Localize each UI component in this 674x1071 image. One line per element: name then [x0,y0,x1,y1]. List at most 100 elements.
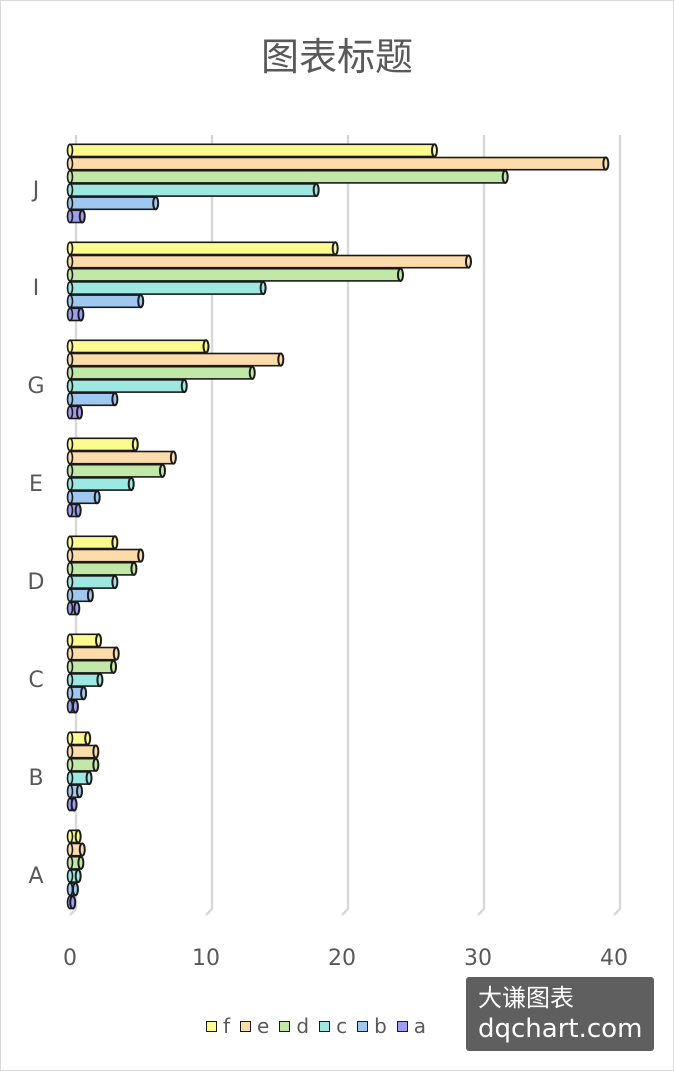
y-tick-label: J [31,178,40,203]
bar-cap-start [66,588,74,603]
bar-cap-start [66,477,74,491]
bar-cap-end [331,241,339,256]
bar-cap-end [180,378,188,394]
bar-cap-start [66,633,74,648]
bar-cap-start [66,855,74,870]
legend-label: c [336,1014,348,1038]
bar [69,183,317,197]
bar-cap-end [112,646,120,661]
bar [69,757,97,772]
bar-cap-start [66,646,74,661]
bar-cap-end [93,490,101,505]
bar-cap-end [84,731,92,746]
bar-cap-start [66,699,74,714]
bar-cap-end [131,437,139,452]
bar-cap-end [158,463,166,478]
bar [69,379,186,393]
bar-cap-start [66,307,74,322]
bar [69,744,97,759]
bar-cap-end [78,842,86,857]
bar-cap-start [66,463,74,478]
bar-cap-end [312,182,320,198]
bar [69,392,116,407]
legend-item: d [279,1014,309,1038]
y-tick-label: D [28,570,45,595]
legend-label: d [296,1014,310,1038]
bar-cap-end [602,156,610,171]
bar [69,490,99,505]
legend-item: a [396,1014,427,1038]
bar-cap-start [66,196,74,211]
bar-cap-end [137,294,145,309]
legend-swatch [279,1020,291,1032]
bar-cap-end [70,797,78,812]
bar-cap-end [259,280,267,296]
x-tick-label: 30 [464,946,492,971]
legend-swatch [319,1020,331,1032]
bar-cap-start [66,575,74,589]
bar-cap-end [396,267,404,282]
bar-cap-end [74,829,82,844]
bar-cap-end [202,339,210,354]
bar-cap-start [66,183,74,197]
legend-label: b [374,1014,387,1038]
y-tick-label: E [29,472,43,497]
bar [69,352,282,367]
bar-cap-end [137,548,145,563]
bar [69,659,115,674]
bar-cap-start [66,771,74,785]
bar [69,254,470,269]
bar-cap-start [66,490,74,505]
bar [69,267,402,282]
y-tick-label: B [28,766,43,791]
bar-cap-end [73,601,81,616]
bar-cap-end [78,209,86,224]
bar-cap-end [85,770,93,786]
bar [69,561,135,576]
bar-cap-end [74,868,82,884]
bar-cap-start [66,379,74,393]
gridline-foot [477,908,485,916]
legend-swatch [206,1020,217,1032]
legend-item: c [319,1014,347,1038]
bar-cap-start [66,686,74,701]
y-tick-label: C [28,668,43,693]
bar-cap-start [66,842,74,857]
bar-cap-start [66,281,74,295]
chart-title: 图表标题 [260,35,413,79]
bar-cap-end [96,672,104,688]
x-tick-label: 20 [328,946,356,971]
bar-cap-start [66,535,74,550]
x-tick-label: 40 [600,946,628,971]
bar-cap-start [66,267,74,282]
bar-cap-start [66,829,74,844]
gridline-foot [613,908,621,916]
bar-cap-start [66,365,74,380]
legend-item: e [240,1014,269,1038]
bar-cap-start [66,548,74,563]
bar-cap-start [66,405,74,420]
legend-swatch [357,1020,369,1032]
bar-cap-end [80,686,88,701]
y-tick-label: G [27,374,44,399]
legend-label: e [257,1014,270,1038]
bar [69,339,207,354]
bar [69,241,337,256]
watermark: 大谦图表 dqchart.com [466,977,654,1051]
bar-cap-start [66,450,74,465]
legend-label: a [413,1014,427,1038]
bar-cap-end [430,143,438,158]
bar [69,437,137,452]
bar [69,575,116,589]
bar-cap-start [66,339,74,354]
bar-cap-start [66,601,74,616]
bar-cap-start [66,744,74,759]
bar-cap-end [501,169,509,184]
bar-cap-end [71,699,79,714]
bar-cap-end [111,574,119,590]
bar-cap-start [66,561,74,576]
bar-cap-start [66,143,74,158]
bar-cap-end [111,392,119,407]
